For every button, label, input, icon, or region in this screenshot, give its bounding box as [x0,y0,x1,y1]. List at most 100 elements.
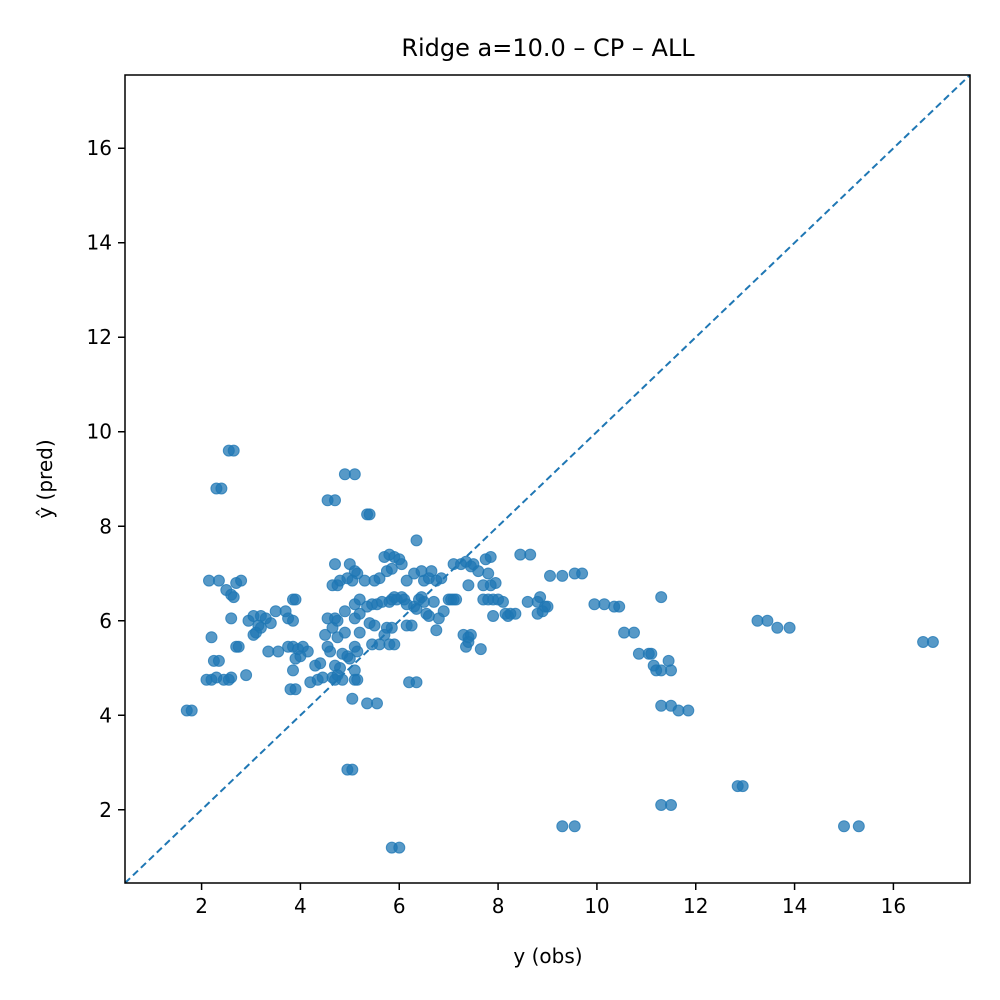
data-point [425,565,438,578]
data-point [346,692,359,705]
data-point [329,558,341,571]
data-point [783,621,796,634]
y-tick-label: 2 [99,798,112,822]
data-point [262,645,275,658]
x-tick-label: 12 [683,894,708,918]
data-point [497,595,509,608]
x-axis: 2 4 6 8 10 12 14 16 [195,883,906,918]
data-point [227,591,240,604]
data-point [212,574,225,587]
x-tick-label: 10 [584,894,609,918]
data-point [240,669,253,682]
x-tick-label: 6 [393,894,406,918]
data-point [205,631,218,644]
data-point [482,567,495,580]
data-point [351,645,364,658]
data-point [415,565,428,578]
data-point [361,697,374,710]
plot-area [124,74,971,884]
data-point [185,704,198,717]
data-point [346,763,359,776]
y-tick-label: 14 [87,231,112,255]
data-point [373,572,386,585]
data-point [514,548,527,561]
data-point [477,579,490,592]
chart-title: Ridge a=10.0 – CP – ALL [401,34,695,62]
data-point [568,820,581,833]
data-point [393,841,406,854]
data-point [324,645,337,658]
data-point [269,605,282,618]
data-point [338,605,351,618]
data-point [544,569,556,582]
data-point [329,494,341,507]
data-point [363,508,376,521]
data-point [348,664,361,677]
data-point [474,643,487,656]
data-point [613,600,626,613]
data-point [632,647,645,660]
data-point [736,780,749,793]
data-point [331,614,344,627]
data-point [534,591,547,604]
data-point [338,468,351,481]
data-point [405,619,418,632]
y-tick-label: 16 [87,136,112,160]
data-point [598,598,611,611]
data-point [422,610,435,622]
y-tick-label: 6 [99,609,112,633]
x-tick-label: 8 [492,894,505,918]
x-axis-label: y (obs) [513,944,582,968]
data-point [264,617,277,630]
data-point [287,664,299,677]
data-point [926,636,939,648]
data-point [348,468,361,481]
data-point [351,567,364,580]
data-point [319,628,332,641]
data-point [751,614,764,627]
data-point [761,614,774,627]
data-point [235,574,248,587]
data-point [437,605,450,618]
y-tick-label: 4 [99,703,112,727]
data-point [541,600,554,613]
data-point [329,673,341,686]
data-point [410,676,423,689]
data-point [524,548,537,561]
data-point [435,572,448,585]
data-point [489,577,502,589]
data-point [314,657,327,670]
data-point [385,562,398,575]
data-point [385,621,398,634]
data-point [682,704,695,717]
data-point [289,593,302,606]
x-tick-label: 14 [782,894,807,918]
data-point [628,626,640,639]
data-point [289,683,302,696]
data-point [254,621,267,634]
data-point [400,574,413,587]
data-point [227,444,240,457]
data-point [343,652,356,665]
data-point [225,671,238,684]
data-point [212,654,225,667]
data-point [368,619,381,632]
data-point [771,621,784,634]
data-point [353,626,366,639]
y-tick-label: 8 [99,514,112,538]
data-point [225,612,238,625]
data-point [287,614,299,627]
y-axis: 2 4 6 8 10 12 14 16 [87,136,125,822]
data-point [484,551,497,563]
data-point [838,820,850,833]
data-point [301,645,314,658]
x-tick-label: 16 [881,894,906,918]
data-point [852,820,865,833]
data-point [371,697,383,710]
data-point [556,820,569,833]
data-point [618,626,631,639]
y-tick-label: 10 [87,420,112,444]
x-tick-label: 2 [195,894,208,918]
identity-line [124,74,971,884]
data-point [427,595,440,608]
